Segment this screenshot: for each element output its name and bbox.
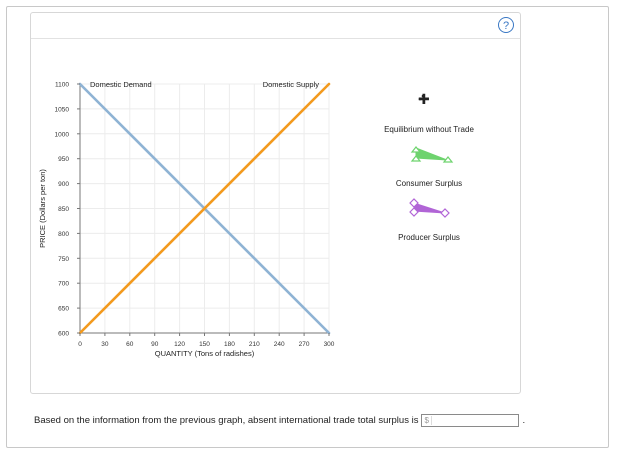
x-tick-label: 240 bbox=[274, 341, 285, 348]
x-tick-label: 270 bbox=[299, 341, 310, 348]
x-tick-label: 180 bbox=[224, 341, 235, 348]
y-tick-label: 650 bbox=[58, 306, 69, 313]
x-tick-label: 300 bbox=[324, 341, 335, 348]
y-tick-label: 800 bbox=[58, 231, 69, 238]
total-surplus-answer-box[interactable]: $ bbox=[421, 414, 520, 427]
question-frame bbox=[6, 6, 609, 448]
panel-toolbar-divider bbox=[31, 38, 520, 39]
question-line: Based on the information from the previo… bbox=[34, 414, 525, 427]
question-text: Based on the information from the previo… bbox=[34, 415, 419, 426]
y-tick-label: 900 bbox=[58, 181, 69, 188]
x-tick-label: 120 bbox=[174, 341, 185, 348]
x-tick-label: 30 bbox=[101, 341, 109, 348]
y-tick-label: 850 bbox=[58, 206, 69, 213]
y-tick-label: 950 bbox=[58, 156, 69, 163]
sentence-period: . bbox=[522, 415, 526, 426]
supply-curve-label: Domestic Supply bbox=[263, 80, 320, 89]
y-tick-label: 1000 bbox=[55, 131, 70, 138]
y-tick-label: 750 bbox=[58, 256, 69, 263]
y-axis-title: PRICE (Dollars per ton) bbox=[38, 169, 47, 248]
x-axis-title: QUANTITY (Tons of radishes) bbox=[155, 349, 255, 358]
graph-panel: ? Equilibrium without Trade Consumer Sur… bbox=[30, 12, 521, 394]
x-tick-label: 210 bbox=[249, 341, 260, 348]
legend-producer-surplus-label: Producer Surplus bbox=[398, 233, 460, 242]
help-button[interactable]: ? bbox=[498, 17, 514, 33]
consumer-surplus-tool[interactable] bbox=[410, 146, 454, 163]
y-tick-label: 700 bbox=[58, 281, 69, 288]
y-tick-label: 600 bbox=[58, 331, 69, 338]
x-tick-label: 0 bbox=[78, 341, 82, 348]
legend-consumer-surplus-label: Consumer Surplus bbox=[395, 179, 463, 188]
y-tick-label: 1100 bbox=[55, 82, 69, 89]
producer-surplus-tool[interactable] bbox=[409, 198, 450, 218]
demand-curve-label: Domestic Demand bbox=[90, 80, 152, 89]
y-tick-label: 1050 bbox=[55, 106, 70, 113]
legend-equilibrium-label: Equilibrium without Trade bbox=[384, 125, 474, 134]
total-surplus-input[interactable] bbox=[431, 415, 519, 426]
dollar-prefix: $ bbox=[422, 416, 432, 425]
svg-text:✚: ✚ bbox=[418, 91, 430, 107]
x-tick-label: 90 bbox=[151, 341, 159, 348]
supply-curve bbox=[78, 82, 331, 335]
x-tick-label: 60 bbox=[126, 341, 134, 348]
x-tick-label: 150 bbox=[199, 341, 210, 348]
equilibrium-tool[interactable]: ✚ bbox=[418, 91, 430, 107]
